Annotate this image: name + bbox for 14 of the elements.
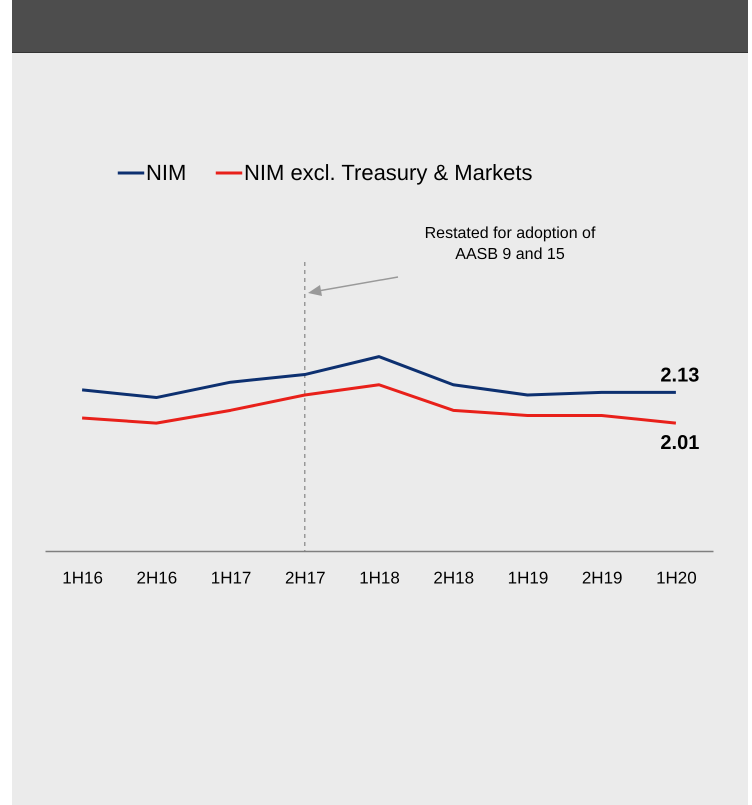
annotation: Restated for adoption of AASB 9 and 15: [424, 225, 596, 263]
x-tick-label: 2H17: [284, 568, 326, 588]
x-tick-label: 1H17: [210, 568, 252, 588]
x-tick-label: 1H16: [62, 568, 103, 588]
x-tick-label: 2H19: [582, 568, 622, 588]
data-label: 2.13: [660, 364, 700, 386]
legend-label: NIM excl. Treasury & Markets: [244, 160, 533, 185]
x-tick-label: 1H19: [508, 568, 548, 588]
x-tick-label: 2H18: [433, 568, 474, 588]
legend-label: NIM: [146, 160, 186, 185]
x-tick-label: 2H16: [136, 568, 178, 588]
x-tick-label: 1H20: [656, 568, 697, 588]
data-label: 2.01: [660, 432, 700, 454]
x-tick-label: 1H18: [359, 568, 400, 588]
